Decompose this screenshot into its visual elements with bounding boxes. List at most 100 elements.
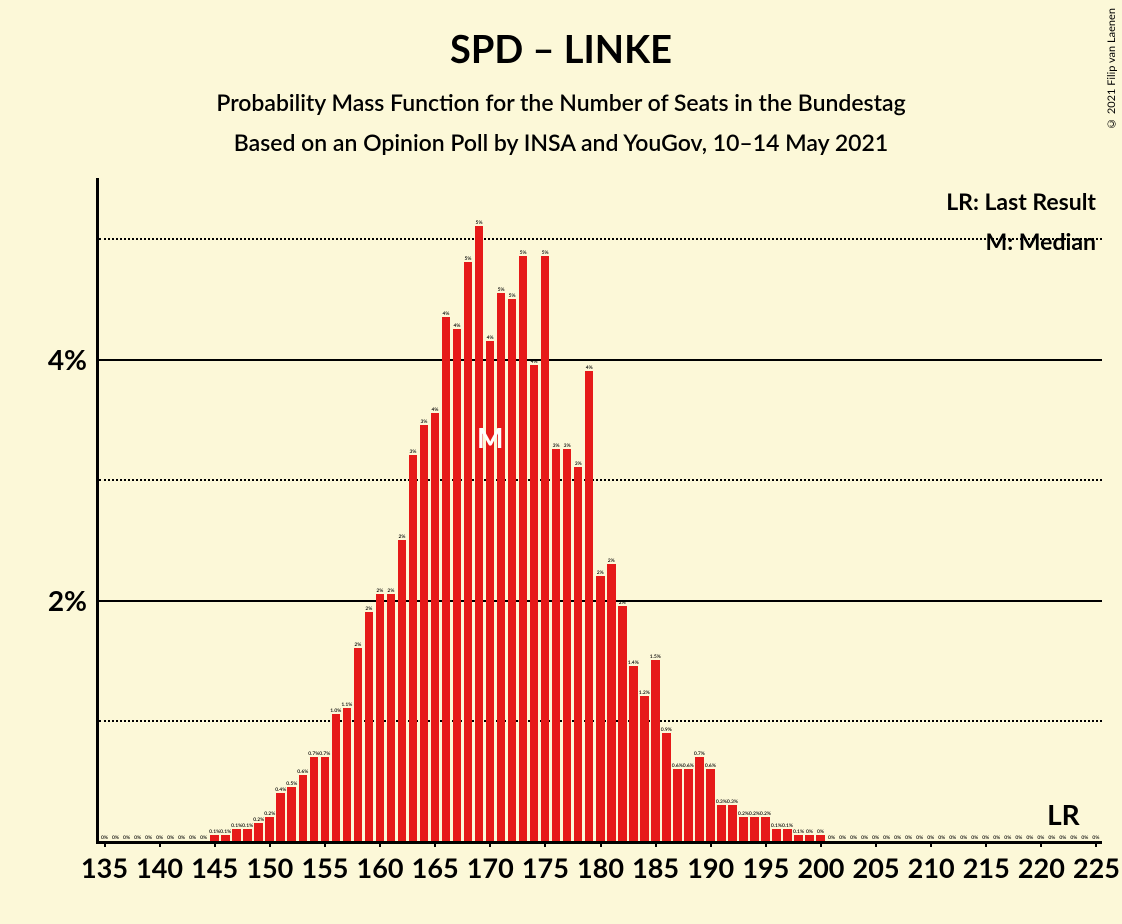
bar-value-label: 5%	[520, 250, 527, 256]
bar: 5%	[464, 262, 473, 841]
bar: 0.3%	[717, 805, 726, 841]
legend-median: M: Median	[986, 227, 1096, 255]
bar-slot: 4%	[529, 178, 540, 841]
bar: 4%	[453, 329, 462, 841]
bar-value-label: 3%	[420, 419, 427, 425]
bar: 0.2%	[254, 823, 263, 841]
bar-value-label: 0.1%	[771, 823, 782, 829]
bar-value-label: 4%	[454, 323, 461, 329]
bar-slot: 2%	[396, 178, 407, 841]
bar: 3%	[409, 455, 418, 841]
bar-slot: 0%	[969, 178, 980, 841]
bar-slot: 0%	[925, 178, 936, 841]
bar-slot: 0%	[980, 178, 991, 841]
x-axis-tick	[489, 841, 491, 847]
bar-slot: 0.2%	[749, 178, 760, 841]
bar: 2%	[607, 564, 616, 841]
x-axis-label: 145	[191, 851, 238, 884]
x-axis-tick	[930, 841, 932, 847]
bar-slot: 0.1%	[782, 178, 793, 841]
bar-slot: 0.7%	[308, 178, 319, 841]
bar-slot: 0%	[947, 178, 958, 841]
x-axis-label: 170	[467, 851, 514, 884]
bar-value-label: 5%	[476, 220, 483, 226]
bar-slot: 2%	[374, 178, 385, 841]
x-axis-tick	[159, 841, 161, 847]
bar-slot: 0.2%	[264, 178, 275, 841]
x-axis-label: 225	[1073, 851, 1120, 884]
bar: 0.2%	[265, 817, 274, 841]
bar-value-label: 5%	[498, 287, 505, 293]
bar-slot: 3%	[562, 178, 573, 841]
bar-value-label: 0.9%	[661, 727, 672, 733]
legend-last-result: LR: Last Result	[946, 187, 1096, 215]
bar-slot: 0%	[903, 178, 914, 841]
bar-slot: 0.5%	[286, 178, 297, 841]
bar-value-label: 5%	[542, 250, 549, 256]
bar-value-label: 5%	[509, 293, 516, 299]
bar-slot: 0%	[848, 178, 859, 841]
bar-slot: 0%	[154, 178, 165, 841]
bar-slot: 0%	[176, 178, 187, 841]
bar: 2%	[365, 612, 374, 841]
bar-slot: 5%	[507, 178, 518, 841]
bar-slot: 5%	[540, 178, 551, 841]
bar: 0.6%	[706, 769, 715, 841]
bar: 0.1%	[783, 829, 792, 841]
bar: 3%	[552, 449, 561, 841]
bar-value-label: 4%	[531, 359, 538, 365]
bar: 0.4%	[276, 793, 285, 841]
bar: 1.1%	[343, 708, 352, 841]
bar-slot: 1.2%	[639, 178, 650, 841]
x-axis-tick	[820, 841, 822, 847]
x-axis-label: 150	[246, 851, 293, 884]
bar-value-label: 0.2%	[264, 811, 275, 817]
x-axis-label: 165	[412, 851, 459, 884]
bar-slot: 1.4%	[628, 178, 639, 841]
bar: 0.9%	[662, 733, 671, 841]
bar-value-label: 0.2%	[253, 817, 264, 823]
bar-slot: 5%	[496, 178, 507, 841]
bar: 5%	[508, 299, 517, 841]
bar: 1.2%	[640, 696, 649, 841]
bar-slot: 0.1%	[209, 178, 220, 841]
x-axis-tick	[1040, 841, 1042, 847]
bar-value-label: 0.4%	[275, 787, 286, 793]
bar: 0.5%	[287, 787, 296, 841]
bar-slot: 0%	[826, 178, 837, 841]
x-axis-tick	[379, 841, 381, 847]
x-axis-tick	[1095, 841, 1097, 847]
bar: 2%	[618, 606, 627, 841]
bar-value-label: 4%	[443, 311, 450, 317]
x-axis-tick	[104, 841, 106, 847]
x-axis-label: 135	[81, 851, 128, 884]
bar-slot: 0.6%	[683, 178, 694, 841]
bar-slot: 0.1%	[242, 178, 253, 841]
bar-slot: 5%	[518, 178, 529, 841]
bar-slot: 0%	[936, 178, 947, 841]
bar: 0.2%	[739, 817, 748, 841]
bar-value-label: 0.7%	[319, 751, 330, 757]
bar-slot: 0%	[1068, 178, 1079, 841]
x-axis-tick	[600, 841, 602, 847]
bar-value-label: 0.1%	[242, 823, 253, 829]
bar-value-label: 3%	[553, 443, 560, 449]
bar-slot: 1.5%	[650, 178, 661, 841]
bar: 3%	[420, 425, 429, 841]
bar-value-label: 0.3%	[716, 799, 727, 805]
x-axis-label: 190	[687, 851, 734, 884]
bar-value-label: 3%	[564, 443, 571, 449]
bar: 4%	[585, 371, 594, 841]
bar: 1.4%	[629, 666, 638, 841]
bar-slot: 0%	[132, 178, 143, 841]
bar-value-label: 0.6%	[683, 763, 694, 769]
bar-value-label: 2%	[387, 588, 394, 594]
bar-slot: 2%	[363, 178, 374, 841]
bar: 0.7%	[321, 757, 330, 841]
x-axis-tick	[269, 841, 271, 847]
bar-slot: 0%	[110, 178, 121, 841]
bar-slot: 4%	[440, 178, 451, 841]
bar-value-label: 0.1%	[209, 829, 220, 835]
bar: 5%	[475, 226, 484, 841]
plot-area: 0%0%0%0%0%0%0%0%0%0%0.1%0.1%0.1%0.1%0.2%…	[96, 178, 1102, 844]
